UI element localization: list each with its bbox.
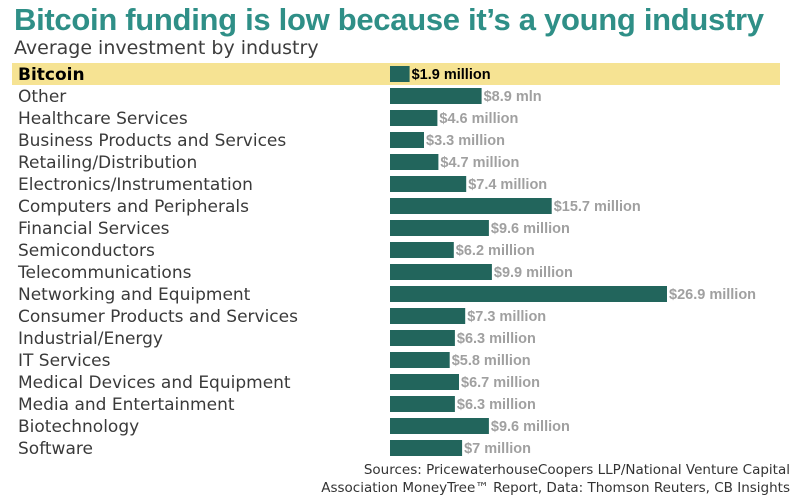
chart-title: Bitcoin funding is low because it’s a yo…	[14, 2, 764, 37]
value-label: $9.6 million	[491, 419, 570, 435]
value-label: $5.8 million	[452, 353, 531, 369]
category-label: Bitcoin	[18, 65, 85, 85]
source-note-line-2: Association MoneyTree™ Report, Data: Tho…	[321, 480, 790, 496]
bar	[390, 88, 482, 104]
value-label: $8.9 mln	[484, 89, 542, 105]
bar	[390, 220, 489, 236]
value-label: $15.7 million	[554, 199, 641, 215]
category-label: Consumer Products and Services	[18, 307, 298, 327]
bar-row-business-products-and-services: Business Products and Services $3.3 milli…	[18, 131, 505, 151]
bar	[390, 66, 410, 82]
bar	[390, 110, 438, 126]
category-label: Computers and Peripherals	[18, 197, 249, 217]
value-label: $4.7 million	[440, 155, 519, 171]
bar	[390, 198, 552, 214]
category-label: Healthcare Services	[18, 109, 188, 129]
bar-row-other: Other $8.9 mln	[18, 87, 542, 107]
bar	[390, 264, 492, 280]
bar	[390, 176, 467, 192]
bar-row-electronics-instrumentation: Electronics/Instrumentation $7.4 million	[18, 175, 547, 195]
bar-row-semiconductors: Semiconductors $6.2 million	[18, 241, 535, 261]
bar-row-financial-services: Financial Services $9.6 million	[18, 219, 570, 239]
bar-row-consumer-products-and-services: Consumer Products and Services $7.3 milli…	[18, 307, 546, 327]
bar-row-networking-and-equipment: Networking and Equipment $26.9 million	[18, 285, 756, 305]
category-label: Financial Services	[18, 219, 170, 239]
value-label: $7.4 million	[468, 177, 547, 193]
category-label: Industrial/Energy	[18, 329, 163, 349]
category-label: Medical Devices and Equipment	[18, 373, 291, 393]
category-label: Media and Entertainment	[18, 395, 235, 415]
value-label: $6.3 million	[457, 331, 536, 347]
value-label: $6.3 million	[457, 397, 536, 413]
bar	[390, 374, 459, 390]
bar	[390, 330, 455, 346]
category-label: Software	[18, 439, 93, 459]
category-label: IT Services	[18, 351, 111, 371]
bar-row-industrial-energy: Industrial/Energy $6.3 million	[18, 329, 536, 349]
value-label: $9.9 million	[494, 265, 573, 281]
value-label: $26.9 million	[669, 287, 756, 303]
value-label: $1.9 million	[412, 67, 491, 83]
value-label: $9.6 million	[491, 221, 570, 237]
bar-row-medical-devices-and-equipment: Medical Devices and Equipment $6.7 millio…	[18, 373, 540, 393]
bar	[390, 132, 424, 148]
category-label: Biotechnology	[18, 417, 139, 437]
bar	[390, 242, 454, 258]
category-label: Networking and Equipment	[18, 285, 251, 305]
bar-row-media-and-entertainment: Media and Entertainment $6.3 million	[18, 395, 536, 415]
category-label: Retailing/Distribution	[18, 153, 197, 173]
bar	[390, 418, 489, 434]
bar-row-biotechnology: Biotechnology $9.6 million	[18, 417, 570, 437]
category-label: Business Products and Services	[18, 131, 286, 151]
chart-subtitle: Average investment by industry	[14, 37, 319, 59]
bar-row-software: Software $7 million	[18, 439, 531, 459]
value-label: $6.7 million	[461, 375, 540, 391]
bar	[390, 308, 466, 324]
source-note-line-1: Sources: PricewaterhouseCoopers LLP/Nati…	[363, 462, 790, 478]
value-label: $4.6 million	[439, 111, 518, 127]
category-label: Semiconductors	[18, 241, 155, 261]
value-label: $3.3 million	[426, 133, 505, 149]
bar-row-it-services: IT Services $5.8 million	[18, 351, 531, 371]
value-label: $7 million	[464, 441, 531, 457]
value-label: $7.3 million	[467, 309, 546, 325]
bar-row-computers-and-peripherals: Computers and Peripherals $15.7 million	[18, 197, 641, 217]
bar	[390, 286, 667, 302]
value-label: $6.2 million	[456, 243, 535, 259]
category-label: Other	[18, 87, 66, 107]
bar	[390, 396, 455, 412]
category-label: Telecommunications	[17, 263, 192, 283]
bar	[390, 154, 439, 170]
bar	[390, 440, 463, 456]
bar-row-healthcare-services: Healthcare Services $4.6 million	[18, 109, 518, 129]
bar-row-telecommunications: Telecommunications $9.9 million	[17, 263, 573, 283]
category-label: Electronics/Instrumentation	[18, 175, 253, 195]
bar-row-bitcoin: Bitcoin $1.9 million	[18, 65, 491, 85]
bar-row-retailing-distribution: Retailing/Distribution $4.7 million	[18, 153, 519, 173]
bar	[390, 352, 450, 368]
